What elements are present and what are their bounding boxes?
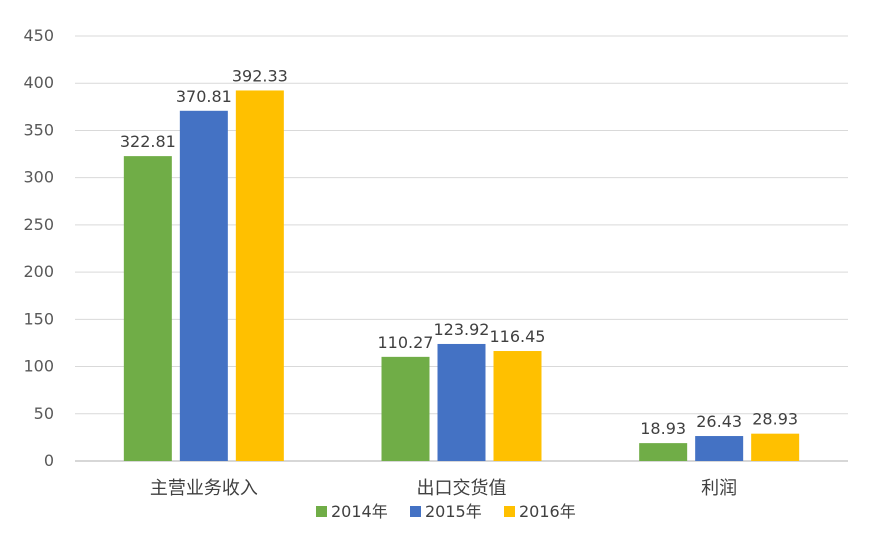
legend-label: 2014年 [331,502,388,521]
data-label: 26.43 [696,412,742,431]
y-tick-label: 100 [23,357,54,376]
y-tick-label: 150 [23,309,54,328]
bar [695,436,744,461]
y-tick-label: 0 [44,451,54,470]
data-label: 370.81 [176,87,232,106]
data-label: 116.45 [490,327,546,346]
legend-label: 2015年 [425,502,482,521]
bar [493,351,542,461]
bar [235,90,284,461]
bar [639,443,688,461]
bar [751,433,800,461]
y-tick-label: 250 [23,215,54,234]
y-tick-label: 450 [23,26,54,45]
x-category-label: 主营业务收入 [150,478,258,499]
legend-swatch [316,506,327,517]
legend-swatch [410,506,421,517]
data-label: 110.27 [378,333,434,352]
y-tick-label: 350 [23,120,54,139]
bar [381,356,430,461]
data-label: 18.93 [640,419,686,438]
x-axis-categories: 主营业务收入 出口交货值 利润 [150,478,737,499]
bar [179,110,228,461]
y-tick-label: 50 [34,404,54,423]
data-label: 123.92 [434,320,490,339]
legend-label: 2016年 [519,502,576,521]
y-axis-ticks: 0 50 100 150 200 250 300 350 400 450 [23,26,54,470]
bar [437,343,486,461]
y-tick-label: 400 [23,73,54,92]
y-tick-label: 300 [23,168,54,187]
x-category-label: 利润 [701,478,737,499]
bars [123,90,800,461]
x-category-label: 出口交货值 [417,478,507,499]
y-tick-label: 200 [23,262,54,281]
data-label: 28.93 [752,410,798,429]
legend-swatch [504,506,515,517]
data-label: 322.81 [120,132,176,151]
legend: 2014年 2015年 2016年 [316,502,576,521]
data-label: 392.33 [232,66,288,85]
bar [123,156,172,461]
